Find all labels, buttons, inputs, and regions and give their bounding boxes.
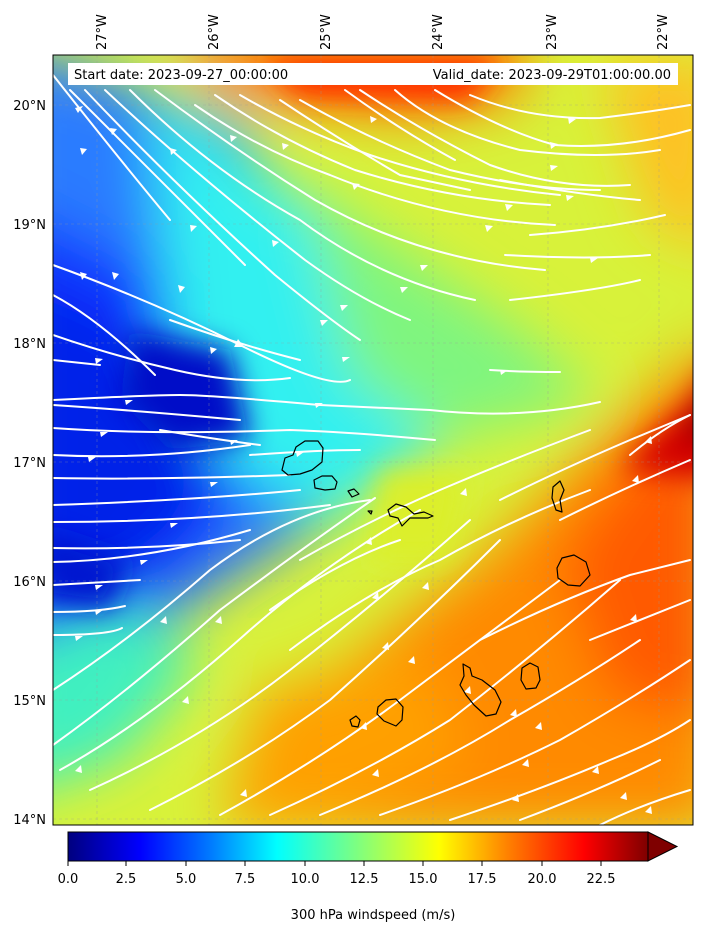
island-sao-vicente: [313, 475, 338, 491]
date-header-box: [68, 63, 678, 85]
colorbar-extend-arrow: [647, 831, 679, 862]
colorbar-tick-label: 0.0: [58, 872, 79, 887]
island-maio: [520, 662, 541, 690]
map-frame: [52, 54, 694, 826]
start-date-label: Start date: 2023-09-27_00:00:00: [74, 68, 288, 83]
island-boa-vista: [556, 554, 591, 587]
island-sao-nicolau: [387, 503, 434, 527]
lat-tick-label: 14°N: [13, 813, 46, 828]
lon-tick-label: 26°W: [207, 14, 222, 50]
lat-tick-label: 18°N: [13, 337, 46, 352]
valid-date-label: Valid_date: 2023-09-29T01:00:00.00: [433, 68, 671, 83]
lon-tick-label: 25°W: [319, 14, 334, 50]
island-fogo: [376, 698, 404, 727]
island-santa-luzia: [347, 488, 360, 498]
island-santiago: [459, 663, 502, 717]
streamline-arrows: [75, 106, 652, 814]
lat-tick-label: 17°N: [13, 456, 46, 471]
colorbar-tick-label: 12.5: [350, 872, 379, 887]
streamlines: [53, 74, 691, 825]
colorbar-tick-label: 15.0: [409, 872, 438, 887]
colorbar: 0.0 2.5 5.0 7.5 10.0 12.5 15.0 17.5 20.0…: [58, 831, 679, 923]
windspeed-field: [53, 55, 693, 825]
colorbar-tick-label: 10.0: [291, 872, 320, 887]
island-branco: [367, 510, 373, 515]
lat-tick-label: 16°N: [13, 575, 46, 590]
colorbar-tick-label: 5.0: [176, 872, 197, 887]
lon-tick-label: 24°W: [431, 14, 446, 50]
longitude-ticks: 27°W 26°W 25°W 24°W 23°W 22°W: [95, 14, 671, 50]
colorbar-tick-label: 20.0: [528, 872, 557, 887]
colorbar-fill: [67, 831, 649, 862]
colorbar-tick-label: 17.5: [468, 872, 497, 887]
lon-tick-label: 22°W: [656, 14, 671, 50]
colorbar-tick-label: 2.5: [116, 872, 137, 887]
colorbar-tick-label: 7.5: [235, 872, 256, 887]
coastlines: [281, 440, 591, 728]
lat-tick-label: 20°N: [13, 99, 46, 114]
lat-tick-label: 15°N: [13, 694, 46, 709]
island-santo-antao: [281, 440, 324, 476]
colorbar-ticks: [67, 861, 602, 866]
latitude-ticks: 20°N 19°N 18°N 17°N 16°N 15°N 14°N: [13, 99, 46, 828]
colorbar-tick-label: 22.5: [587, 872, 616, 887]
island-sal: [551, 480, 565, 513]
colorbar-title: 300 hPa windspeed (m/s): [291, 908, 456, 923]
lat-tick-label: 19°N: [13, 218, 46, 233]
island-brava: [349, 715, 361, 728]
lon-tick-label: 27°W: [95, 14, 110, 50]
lon-tick-label: 23°W: [545, 14, 560, 50]
